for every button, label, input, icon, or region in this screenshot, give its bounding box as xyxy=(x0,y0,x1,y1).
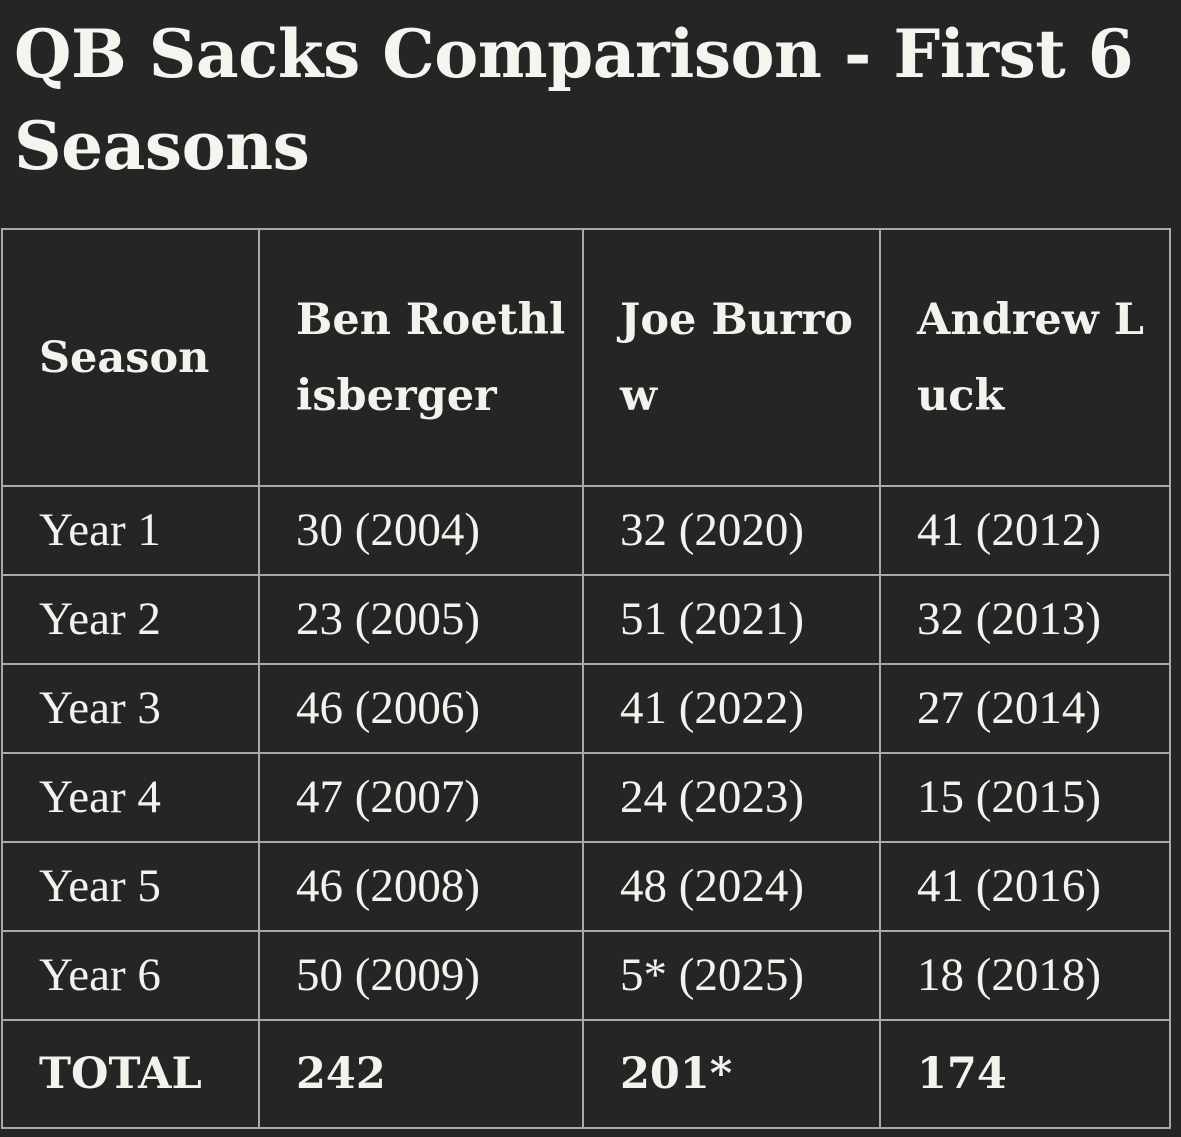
cell-burrow: 41 (2022) xyxy=(582,663,881,754)
cell-season: Year 5 xyxy=(1,841,260,932)
cell-luck: 27 (2014) xyxy=(879,663,1171,754)
cell-season: Year 1 xyxy=(1,485,260,576)
cell-luck: 32 (2013) xyxy=(879,574,1171,665)
header-joe-burrow: Joe Burrow xyxy=(582,228,881,487)
table-row: Year 6 50 (2009) 5* (2025) 18 (2018) xyxy=(1,930,1171,1021)
cell-luck: 41 (2012) xyxy=(879,485,1171,576)
total-label: TOTAL xyxy=(1,1019,260,1129)
cell-luck: 15 (2015) xyxy=(879,752,1171,843)
cell-burrow: 24 (2023) xyxy=(582,752,881,843)
total-luck: 174 xyxy=(879,1019,1171,1129)
table-row: Year 5 46 (2008) 48 (2024) 41 (2016) xyxy=(1,841,1171,932)
cell-roethlisberger: 47 (2007) xyxy=(258,752,584,843)
cell-roethlisberger: 23 (2005) xyxy=(258,574,584,665)
cell-season: Year 6 xyxy=(1,930,260,1021)
header-andrew-luck: Andrew Luck xyxy=(879,228,1171,487)
cell-burrow: 51 (2021) xyxy=(582,574,881,665)
total-burrow: 201* xyxy=(582,1019,881,1129)
total-row: TOTAL 242 201* 174 xyxy=(1,1019,1171,1129)
cell-season: Year 3 xyxy=(1,663,260,754)
table-row: Year 2 23 (2005) 51 (2021) 32 (2013) xyxy=(1,574,1171,665)
cell-luck: 41 (2016) xyxy=(879,841,1171,932)
table-header-row: Season Ben Roethlisberger Joe Burrow And… xyxy=(1,228,1171,487)
table-row: Year 4 47 (2007) 24 (2023) 15 (2015) xyxy=(1,752,1171,843)
cell-burrow: 48 (2024) xyxy=(582,841,881,932)
sacks-comparison-table: Season Ben Roethlisberger Joe Burrow And… xyxy=(1,228,1171,1129)
cell-roethlisberger: 30 (2004) xyxy=(258,485,584,576)
cell-burrow: 5* (2025) xyxy=(582,930,881,1021)
table-row: Year 3 46 (2006) 41 (2022) 27 (2014) xyxy=(1,663,1171,754)
table-row: Year 1 30 (2004) 32 (2020) 41 (2012) xyxy=(1,485,1171,576)
header-season: Season xyxy=(1,228,260,487)
cell-luck: 18 (2018) xyxy=(879,930,1171,1021)
total-roethlisberger: 242 xyxy=(258,1019,584,1129)
cell-season: Year 2 xyxy=(1,574,260,665)
page-title: QB Sacks Comparison - First 6 Seasons xyxy=(14,15,1134,185)
cell-roethlisberger: 50 (2009) xyxy=(258,930,584,1021)
cell-roethlisberger: 46 (2006) xyxy=(258,663,584,754)
cell-roethlisberger: 46 (2008) xyxy=(258,841,584,932)
cell-season: Year 4 xyxy=(1,752,260,843)
header-ben-roethlisberger: Ben Roethlisberger xyxy=(258,228,584,487)
cell-burrow: 32 (2020) xyxy=(582,485,881,576)
